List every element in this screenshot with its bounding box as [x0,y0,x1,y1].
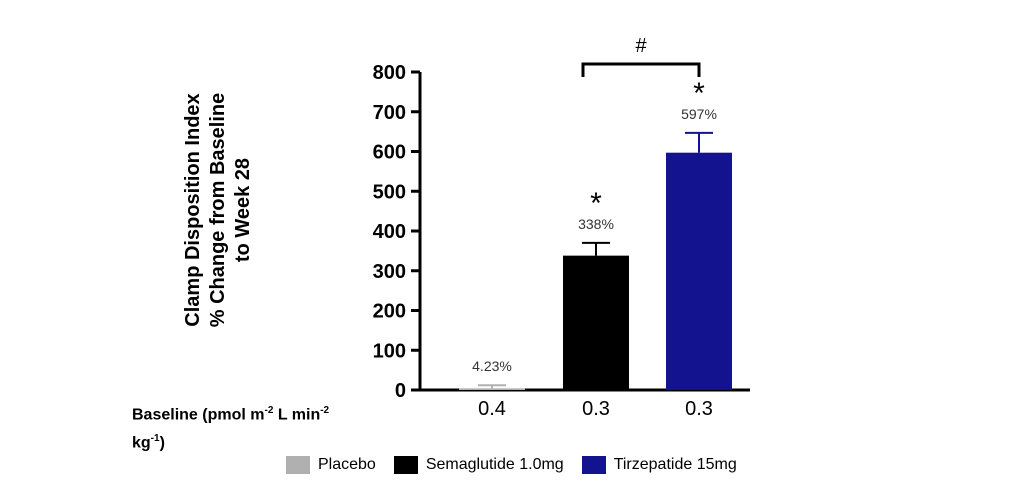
legend-swatch-tirzepatide [581,456,606,474]
y-axis-label: Clamp Disposition Index % Change from Ba… [181,80,281,340]
y-tick-label-700: 700 [373,102,406,124]
baseline-row-label: Baseline (pmol m-2 L min-2 kg-1) [132,405,330,452]
legend-item-tirzepatide: Tirzepatide 15mg [581,456,737,474]
data-label-placebo: 4.23% [472,358,512,374]
y-tick-label-100: 100 [373,340,406,362]
y-tick-label-500: 500 [373,181,406,203]
y-axis-label-line-1: Clamp Disposition Index [182,93,204,327]
significance-star-tirzepatide: * [693,77,705,110]
baseline-value-placebo: 0.4 [478,398,506,420]
y-tick-label-300: 300 [373,261,406,283]
significance-star-semaglutide: * [590,187,602,220]
legend-label-semaglutide: Semaglutide 1.0mg [425,456,564,473]
y-tick-label-200: 200 [373,301,406,323]
bar-placebo [459,388,525,390]
legend-label-tirzepatide: Tirzepatide 15mg [613,456,737,473]
y-tick-label-0: 0 [395,380,406,402]
baseline-value-tirzepatide: 0.3 [685,398,713,420]
y-axis-label-line-3: to Week 28 [232,157,254,263]
data-label-semaglutide: 338% [578,216,614,232]
comparison-bracket [581,62,701,77]
legend: Placebo Semaglutide 1.0mg Tirzepatide 15… [286,456,755,474]
legend-item-placebo: Placebo [286,456,376,474]
y-tick-label-800: 800 [373,62,406,84]
bar-tirzepatide [666,152,732,390]
legend-swatch-semaglutide [393,456,418,474]
comparison-bracket-label: # [635,35,647,57]
baseline-value-semaglutide: 0.3 [582,398,610,420]
legend-swatch-placebo [286,456,310,474]
data-label-tirzepatide: 597% [681,106,717,122]
legend-label-placebo: Placebo [318,456,376,473]
y-tick-label-400: 400 [373,221,406,243]
legend-item-semaglutide: Semaglutide 1.0mg [393,456,564,474]
y-tick-label-600: 600 [373,142,406,164]
y-axis-label-line-2: % Change from Baseline [207,92,229,328]
bar-semaglutide [563,255,629,390]
